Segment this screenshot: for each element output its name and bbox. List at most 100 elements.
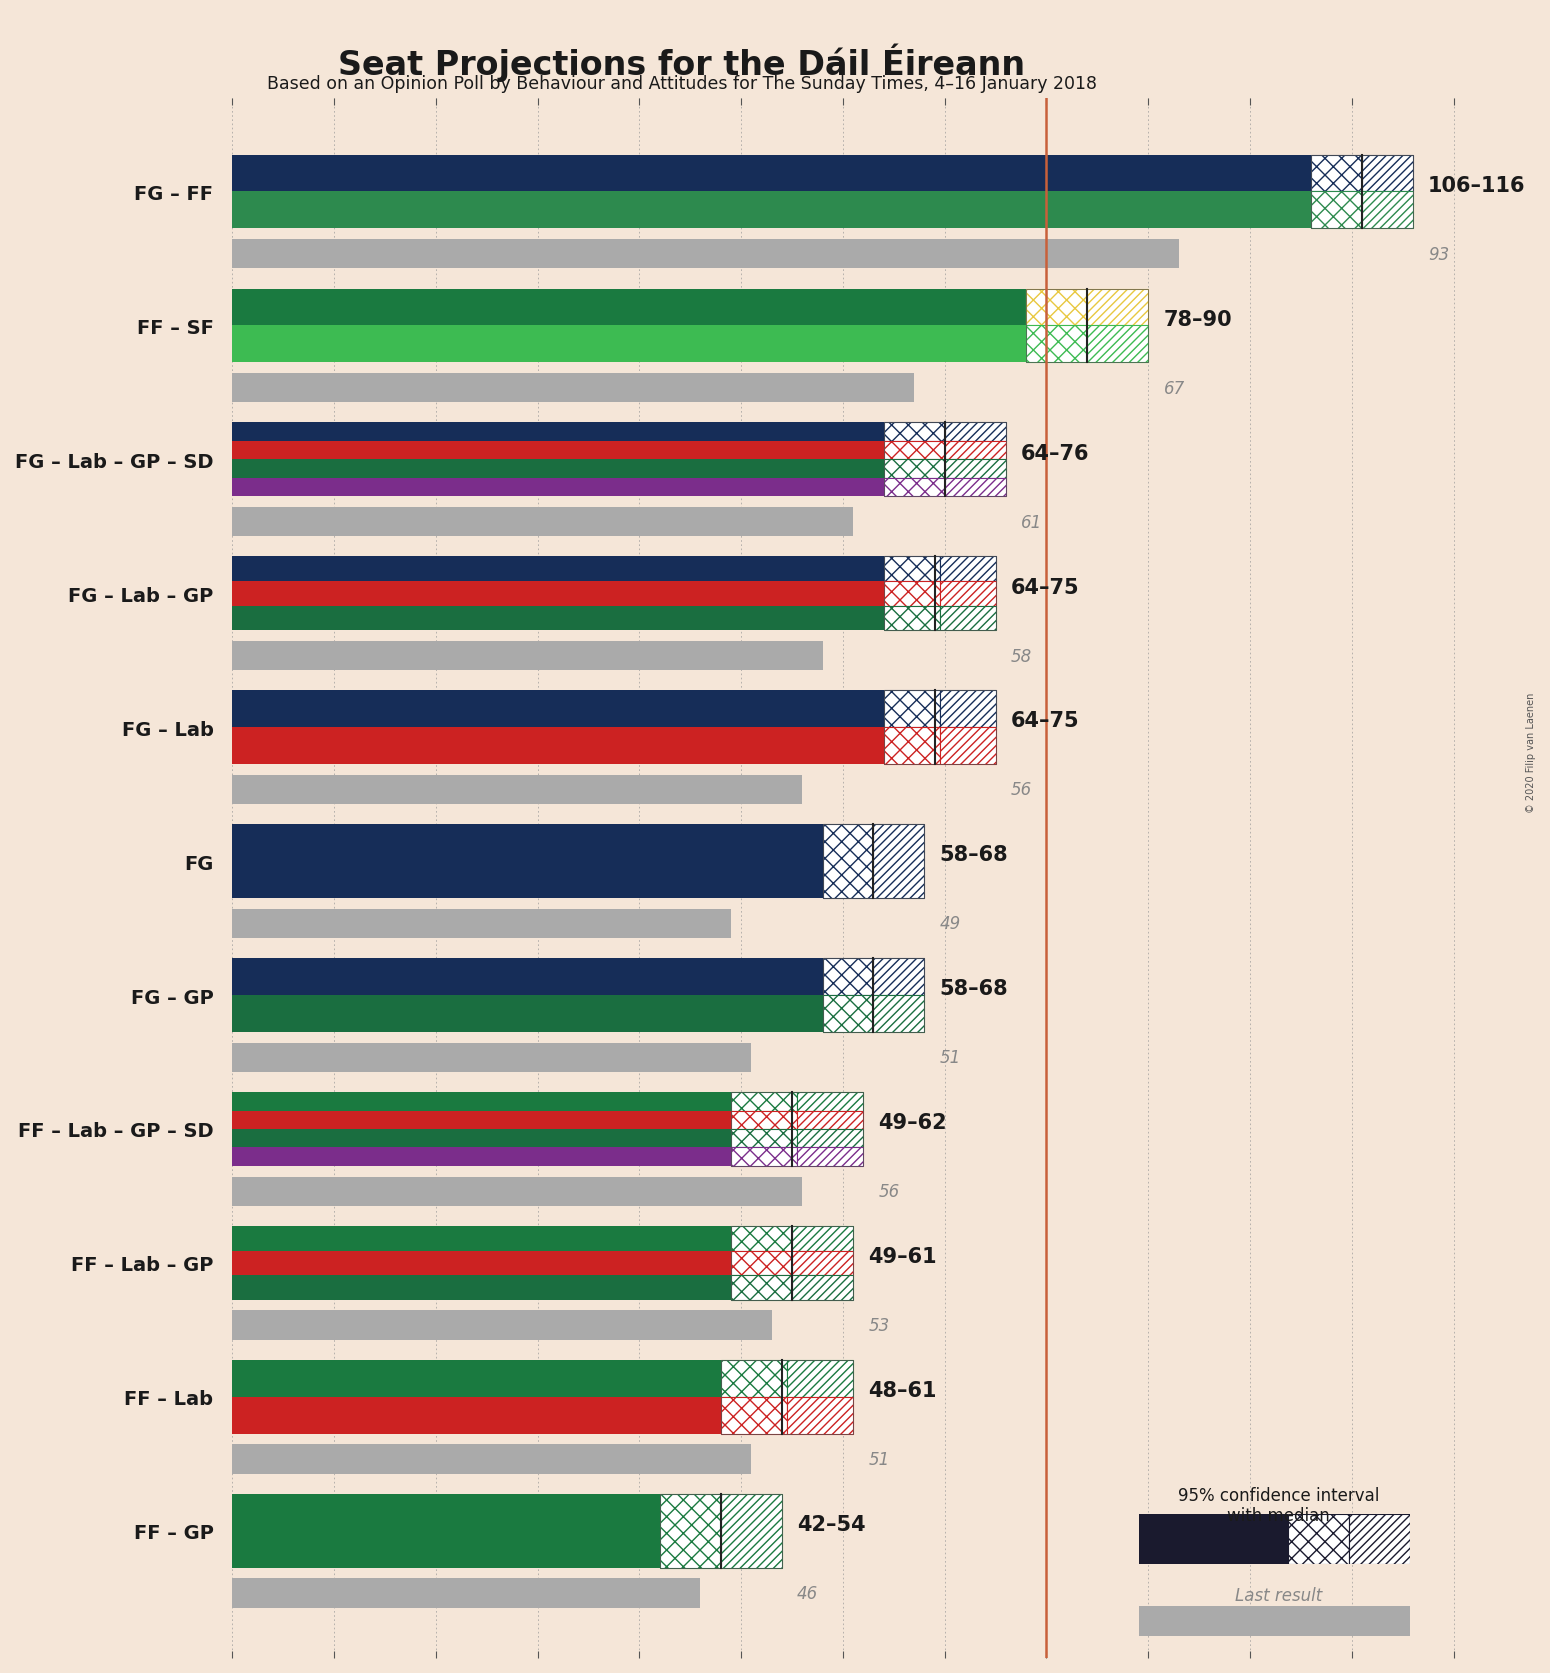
Bar bbox=[232, 691, 883, 728]
Bar bbox=[732, 1092, 797, 1111]
Bar bbox=[1026, 326, 1087, 363]
Bar bbox=[1362, 192, 1414, 229]
Bar bbox=[232, 1494, 660, 1568]
Bar bbox=[883, 691, 939, 728]
Bar bbox=[823, 995, 874, 1032]
Bar bbox=[232, 908, 732, 939]
Bar bbox=[1288, 1514, 1350, 1564]
Bar bbox=[232, 507, 852, 537]
Bar bbox=[883, 557, 995, 631]
Bar bbox=[232, 1176, 803, 1206]
Bar bbox=[823, 959, 924, 1032]
Bar bbox=[721, 1397, 787, 1434]
Bar bbox=[792, 1251, 853, 1275]
Bar bbox=[232, 995, 823, 1032]
Bar bbox=[883, 606, 939, 631]
Bar bbox=[721, 1360, 852, 1434]
Bar bbox=[797, 1092, 863, 1111]
Bar bbox=[232, 959, 823, 995]
Bar bbox=[1087, 326, 1149, 363]
Text: 58–68: 58–68 bbox=[939, 845, 1008, 865]
Bar bbox=[1362, 156, 1414, 192]
Bar bbox=[232, 606, 883, 631]
Bar bbox=[232, 442, 883, 460]
Bar bbox=[232, 1092, 732, 1111]
Bar bbox=[787, 1397, 852, 1434]
Text: 56: 56 bbox=[879, 1183, 901, 1201]
Text: 49: 49 bbox=[939, 915, 961, 934]
Bar bbox=[232, 557, 883, 582]
Bar bbox=[232, 478, 883, 497]
Bar bbox=[797, 1111, 863, 1129]
Bar bbox=[232, 1042, 752, 1072]
Bar bbox=[874, 959, 924, 995]
Bar bbox=[1311, 156, 1414, 229]
Bar bbox=[883, 557, 939, 582]
Text: 64–75: 64–75 bbox=[1011, 577, 1079, 597]
Bar bbox=[732, 1111, 797, 1129]
Bar bbox=[232, 1129, 732, 1148]
Bar bbox=[944, 460, 1006, 478]
Bar bbox=[823, 959, 874, 995]
Bar bbox=[232, 1148, 732, 1166]
Bar bbox=[232, 641, 823, 671]
Text: 64–76: 64–76 bbox=[1021, 443, 1090, 463]
Bar bbox=[232, 423, 883, 442]
Text: 49–61: 49–61 bbox=[868, 1246, 938, 1266]
Bar bbox=[232, 1397, 721, 1434]
Bar bbox=[1311, 156, 1362, 192]
Text: 51: 51 bbox=[939, 1049, 961, 1067]
Bar bbox=[883, 442, 944, 460]
Text: 78–90: 78–90 bbox=[1164, 310, 1232, 330]
Bar bbox=[792, 1275, 853, 1300]
Bar bbox=[232, 1310, 772, 1340]
Bar bbox=[732, 1092, 863, 1166]
Bar bbox=[232, 1251, 732, 1275]
Bar bbox=[232, 582, 883, 606]
Bar bbox=[232, 1275, 732, 1300]
Bar bbox=[883, 691, 995, 765]
Bar bbox=[232, 825, 823, 898]
Text: 46: 46 bbox=[797, 1584, 818, 1603]
Bar bbox=[1026, 289, 1149, 363]
Bar bbox=[1087, 289, 1149, 326]
Bar bbox=[732, 1129, 797, 1148]
Text: Seat Projections for the Dáil Éireann: Seat Projections for the Dáil Éireann bbox=[338, 43, 1026, 82]
Bar bbox=[939, 728, 995, 765]
Text: 64–75: 64–75 bbox=[1011, 711, 1079, 731]
Bar bbox=[232, 1360, 721, 1397]
Bar bbox=[660, 1494, 781, 1568]
Text: Last result: Last result bbox=[1235, 1586, 1322, 1604]
Bar bbox=[939, 582, 995, 606]
Text: 53: 53 bbox=[868, 1317, 890, 1335]
Bar bbox=[797, 1148, 863, 1166]
Bar bbox=[823, 825, 924, 898]
Bar bbox=[1311, 192, 1362, 229]
Bar bbox=[787, 1360, 852, 1397]
Bar bbox=[823, 825, 874, 898]
Text: © 2020 Filip van Laenen: © 2020 Filip van Laenen bbox=[1527, 693, 1536, 813]
Bar bbox=[732, 1226, 792, 1251]
Text: 106–116: 106–116 bbox=[1428, 176, 1525, 196]
Bar bbox=[1350, 1514, 1410, 1564]
Text: 61: 61 bbox=[1021, 514, 1042, 532]
Bar bbox=[874, 825, 924, 898]
Bar bbox=[721, 1360, 787, 1397]
Bar bbox=[232, 1578, 701, 1608]
Bar bbox=[874, 995, 924, 1032]
Bar bbox=[1026, 289, 1087, 326]
Bar bbox=[883, 423, 944, 442]
Bar bbox=[883, 423, 1006, 497]
Bar bbox=[944, 423, 1006, 442]
Bar bbox=[732, 1148, 797, 1166]
Bar bbox=[232, 239, 1180, 269]
Bar bbox=[232, 1226, 732, 1251]
Bar bbox=[232, 289, 1026, 326]
Bar bbox=[792, 1226, 853, 1251]
Bar bbox=[232, 326, 1026, 363]
Text: 95% confidence interval
with median: 95% confidence interval with median bbox=[1178, 1486, 1380, 1524]
Text: 58: 58 bbox=[1011, 647, 1032, 666]
Bar bbox=[944, 442, 1006, 460]
Text: 49–62: 49–62 bbox=[879, 1113, 947, 1133]
Bar bbox=[232, 156, 1311, 192]
